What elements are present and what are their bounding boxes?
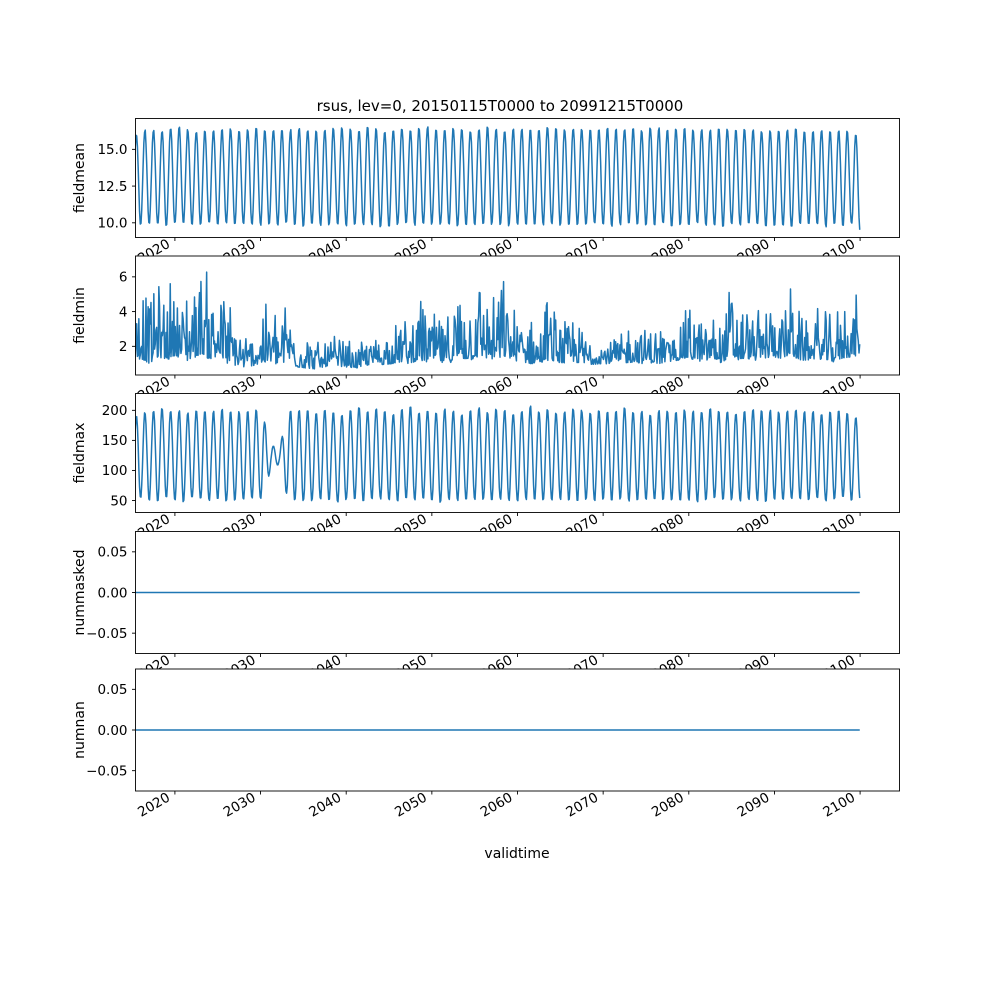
y-tick-label: 0.05 bbox=[97, 682, 127, 698]
y-tick-label: 12.5 bbox=[97, 179, 127, 195]
data-line-fieldmin bbox=[135, 271, 861, 370]
x-axis-label: validtime bbox=[484, 846, 549, 862]
y-tick-label: −0.05 bbox=[86, 626, 127, 642]
y-tick-label: 200 bbox=[102, 403, 128, 419]
y-tick-label: 4 bbox=[119, 304, 128, 320]
y-axis-label-numnan: numnan bbox=[72, 701, 88, 759]
panel-spines bbox=[135, 531, 900, 654]
y-tick-label: −0.05 bbox=[86, 763, 127, 779]
y-tick-label: 2 bbox=[119, 339, 128, 355]
y-tick-label: 15.0 bbox=[97, 142, 127, 158]
y-tick-label: 150 bbox=[102, 433, 128, 449]
y-axis-label-fieldmin: fieldmin bbox=[72, 287, 88, 344]
panel-spines bbox=[135, 255, 900, 376]
y-tick-label: 0.00 bbox=[97, 723, 127, 739]
y-tick-label: 50 bbox=[110, 493, 127, 509]
data-line-fieldmax bbox=[135, 405, 861, 503]
data-line-fieldmean bbox=[135, 126, 861, 230]
y-tick-label: 0.05 bbox=[97, 545, 127, 561]
panel-spines bbox=[135, 668, 900, 792]
y-tick-label: 0.00 bbox=[97, 585, 127, 601]
y-axis-label-fieldmax: fieldmax bbox=[72, 423, 88, 484]
y-axis-label-nummasked: nummasked bbox=[72, 549, 88, 635]
panel-spines bbox=[135, 118, 900, 238]
y-axis-label-fieldmean: fieldmean bbox=[72, 143, 88, 213]
y-tick-label: 6 bbox=[119, 270, 128, 286]
figure-title: rsus, lev=0, 20150115T0000 to 20991215T0… bbox=[317, 97, 684, 115]
panel-spines bbox=[135, 393, 900, 513]
y-tick-label: 100 bbox=[102, 463, 128, 479]
y-tick-label: 10.0 bbox=[97, 216, 127, 232]
